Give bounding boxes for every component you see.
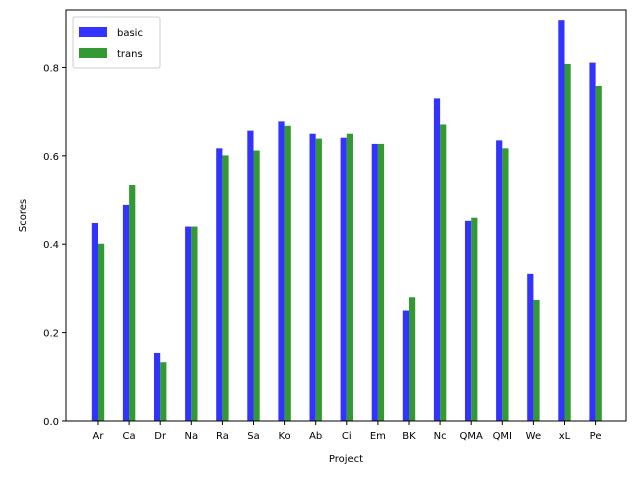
bar-basic-We — [527, 273, 534, 421]
bar-basic-Nc — [433, 98, 441, 422]
bar-trans-Sa — [253, 150, 260, 422]
bar-trans-xL — [564, 63, 571, 421]
bar-basic-xL — [558, 20, 565, 421]
x-tick-label: Dr — [154, 431, 167, 442]
x-tick-label: Ko — [279, 431, 291, 442]
bar-basic-Em — [371, 143, 378, 422]
bar-basic-Ar — [91, 223, 98, 421]
legend-swatch-basic — [79, 27, 107, 37]
bar-trans-Ko — [284, 125, 291, 421]
bar-trans-Ca — [129, 185, 136, 421]
bar-basic-Ca — [122, 204, 130, 421]
x-tick-label: Em — [370, 431, 386, 442]
x-tick-label: We — [526, 431, 541, 442]
bar-basic-Ra — [216, 148, 223, 421]
y-tick-label: 0.2 — [43, 329, 59, 340]
x-tick-label: Sa — [247, 431, 259, 442]
bar-trans-Ra — [222, 155, 229, 421]
bar-trans-Pe — [595, 86, 602, 421]
x-tick-label: Nc — [434, 431, 447, 442]
legend: basic trans — [72, 16, 161, 69]
bar-trans-Ar — [98, 243, 105, 421]
bar-trans-QMA — [471, 217, 478, 421]
x-axis-label: Project — [329, 454, 363, 465]
bar-basic-QMA — [465, 220, 472, 421]
x-tick-label: Pe — [590, 431, 602, 442]
bar-trans-Nc — [440, 124, 447, 421]
bar-basic-BK — [402, 310, 409, 421]
y-tick-label: 0.4 — [43, 240, 59, 251]
bar-basic-Ko — [278, 121, 285, 422]
bar-trans-We — [533, 299, 540, 421]
x-tick-label: Ar — [93, 431, 105, 442]
y-tick-label: 0.0 — [43, 417, 59, 428]
legend-swatch-trans — [79, 48, 107, 58]
bar-basic-Sa — [247, 130, 254, 422]
bars-group — [91, 20, 602, 422]
x-axis-ticks: Ar Ca Dr Na Ra Sa Ko Ab Ci Em BK Nc QMA QMI We xL Pe — [93, 421, 602, 442]
bar-trans-Em — [377, 143, 385, 422]
legend-frame — [72, 16, 161, 69]
legend-label-trans: trans — [117, 49, 143, 60]
x-tick-label: QMI — [493, 431, 512, 442]
y-axis-ticks: 0.0 0.2 0.4 0.6 0.8 — [43, 63, 66, 428]
bar-basic-Ab — [309, 133, 316, 421]
bar-basic-Na — [185, 226, 192, 421]
bar-trans-Na — [191, 226, 198, 421]
bar-basic-QMI — [496, 140, 503, 421]
y-axis-label: Scores — [18, 199, 29, 232]
bar-basic-Pe — [589, 62, 596, 421]
y-tick-label: 0.6 — [43, 152, 59, 163]
bar-trans-Ab — [315, 138, 322, 422]
x-tick-label: Ra — [216, 431, 229, 442]
x-tick-label: Na — [184, 431, 198, 442]
bar-trans-Dr — [160, 362, 167, 421]
x-tick-label: Ca — [123, 431, 136, 442]
bar-basic-Ci — [340, 137, 347, 421]
x-tick-label: Ci — [342, 431, 352, 442]
plot-frame — [65, 9, 627, 422]
y-tick-label: 0.8 — [43, 63, 59, 74]
x-tick-label: Ab — [309, 431, 322, 442]
bar-trans-QMI — [502, 148, 509, 421]
legend-label-basic: basic — [117, 28, 143, 39]
bar-trans-Ci — [346, 133, 353, 421]
x-tick-label: QMA — [460, 431, 483, 442]
x-tick-label: BK — [402, 431, 416, 442]
bar-basic-Dr — [154, 352, 161, 421]
x-tick-label: xL — [559, 431, 571, 442]
bar-trans-BK — [409, 297, 416, 421]
